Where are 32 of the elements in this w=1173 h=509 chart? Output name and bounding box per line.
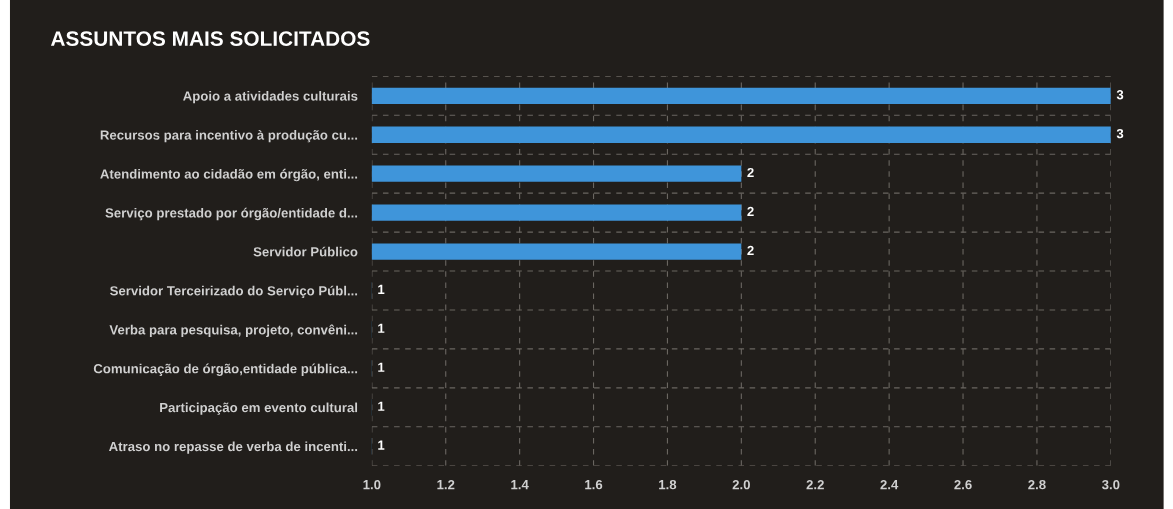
y-tick-label: Atraso no repasse de verba de incenti...: [108, 441, 358, 454]
data-label: 1: [378, 284, 385, 294]
x-tick-label: 1.4: [511, 480, 529, 490]
data-label: 1: [378, 440, 385, 450]
y-tick-label: Comunicação de órgão,entidade pública...: [93, 363, 358, 377]
y-tick-label: Participação em evento cultural: [160, 402, 358, 415]
data-label: 1: [378, 323, 385, 333]
x-tick-label: 1.6: [585, 479, 603, 490]
data-label: 1: [378, 401, 385, 411]
x-tick-label: 2.2: [806, 479, 824, 490]
y-tick-label: Servidor Público: [253, 246, 358, 257]
y-tick-label: Verba para pesquisa, projeto, convêni...: [109, 324, 358, 338]
x-tick-label: 1.8: [659, 479, 677, 490]
data-label: 3: [1116, 90, 1124, 100]
y-tick-label: Serviço prestado por órgão/entidade d...: [105, 207, 358, 221]
x-tick-label: 2.4: [880, 479, 899, 490]
x-tick-label: 3.0: [1101, 479, 1120, 490]
data-label: 2: [747, 206, 754, 217]
x-tick-label: 2.6: [954, 479, 972, 490]
data-label: 3: [1116, 128, 1124, 139]
x-tick-label: 1.2: [437, 479, 455, 490]
x-tick-label: 1.0: [363, 479, 381, 490]
data-label: 2: [747, 167, 754, 178]
data-label: 1: [378, 362, 385, 372]
x-tick-label: 2.8: [1028, 479, 1046, 490]
y-tick-label: Apoio a atividades culturais: [183, 91, 358, 104]
y-tick-label: Recursos para incentivo à produção cu...: [100, 129, 358, 143]
y-tick-label: Servidor Terceirizado do Serviço Públ...: [110, 285, 358, 299]
x-tick-label: 2.0: [732, 479, 750, 490]
y-tick-label: Atendimento ao cidadão em órgão, enti...: [100, 168, 358, 182]
data-label: 2: [747, 245, 754, 255]
chart-title: ASSUNTOS MAIS SOLICITADOS: [50, 31, 370, 47]
